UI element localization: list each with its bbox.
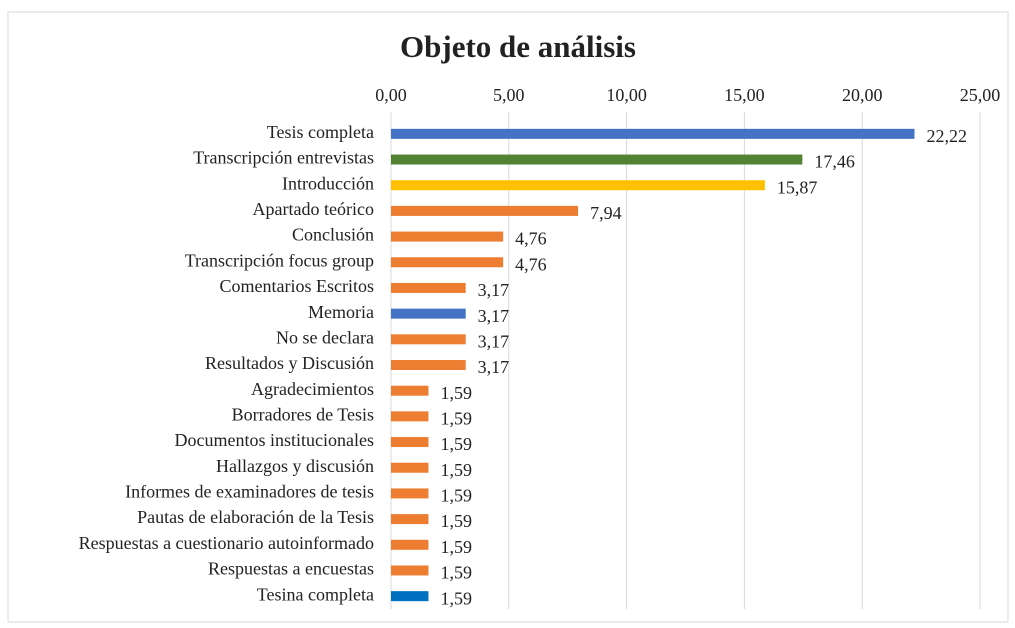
bar (391, 462, 429, 473)
value-label: 7,94 (590, 203, 622, 223)
x-tick-label: 15,00 (724, 85, 765, 105)
value-label: 22,22 (927, 126, 968, 146)
bar (391, 539, 429, 550)
bar (391, 205, 579, 216)
bar (391, 231, 504, 242)
chart-title: Objeto de análisis (400, 29, 636, 64)
bar (391, 282, 466, 293)
y-tick-label: Tesina completa (257, 584, 374, 604)
y-tick-label: Apartado teórico (253, 199, 374, 219)
x-tick-label: 20,00 (842, 85, 883, 105)
value-label: 3,17 (478, 306, 510, 326)
bar (391, 154, 803, 165)
x-tick-label: 5,00 (493, 85, 525, 105)
bar (391, 257, 504, 268)
bar (391, 334, 466, 345)
y-tick-label: Respuestas a cuestionario autoinformado (79, 533, 374, 553)
x-tick-label: 25,00 (960, 85, 1001, 105)
bar (391, 437, 429, 448)
value-label: 3,17 (478, 357, 510, 377)
y-tick-label: No se declara (276, 327, 374, 347)
value-label: 1,59 (440, 434, 472, 454)
value-label: 1,59 (440, 588, 472, 608)
y-tick-label: Conclusión (292, 225, 374, 245)
x-tick-label: 0,00 (375, 85, 407, 105)
bar (391, 488, 429, 499)
value-label: 1,59 (440, 511, 472, 531)
bar (391, 128, 915, 139)
y-tick-label: Borradores de Tesis (232, 404, 374, 424)
value-label: 1,59 (440, 460, 472, 480)
bar (391, 514, 429, 525)
value-label: 4,76 (515, 229, 547, 249)
value-label: 1,59 (440, 563, 472, 583)
value-label: 1,59 (440, 383, 472, 403)
y-tick-label: Resultados y Discusión (205, 353, 374, 373)
value-label: 4,76 (515, 254, 547, 274)
y-tick-label: Pautas de elaboración de la Tesis (137, 507, 374, 527)
value-label: 17,46 (814, 152, 855, 172)
bar (391, 308, 466, 319)
value-label: 1,59 (440, 486, 472, 506)
y-tick-label: Introducción (282, 173, 374, 193)
y-tick-label: Transcripción entrevistas (193, 148, 374, 168)
bar (391, 385, 429, 396)
y-tick-label: Comentarios Escritos (220, 276, 374, 296)
chart-border (7, 11, 1009, 623)
y-tick-label: Informes de examinadores de tesis (125, 482, 374, 502)
value-label: 3,17 (478, 331, 510, 351)
y-tick-label: Agradecimientos (251, 379, 374, 399)
y-tick-label: Documentos institucionales (175, 430, 374, 450)
y-tick-label: Transcripción focus group (185, 250, 374, 270)
value-label: 15,87 (777, 177, 818, 197)
x-tick-label: 10,00 (606, 85, 647, 105)
y-tick-label: Tesis completa (267, 122, 374, 142)
bar (391, 565, 429, 576)
value-label: 1,59 (440, 408, 472, 428)
bar (391, 180, 765, 191)
y-tick-label: Memoria (308, 302, 374, 322)
value-label: 1,59 (440, 537, 472, 557)
y-tick-label: Respuestas a encuestas (208, 559, 374, 579)
value-label: 3,17 (478, 280, 510, 300)
bar (391, 591, 429, 602)
bar (391, 360, 466, 370)
y-tick-label: Hallazgos y discusión (216, 456, 374, 476)
bar (391, 411, 429, 422)
